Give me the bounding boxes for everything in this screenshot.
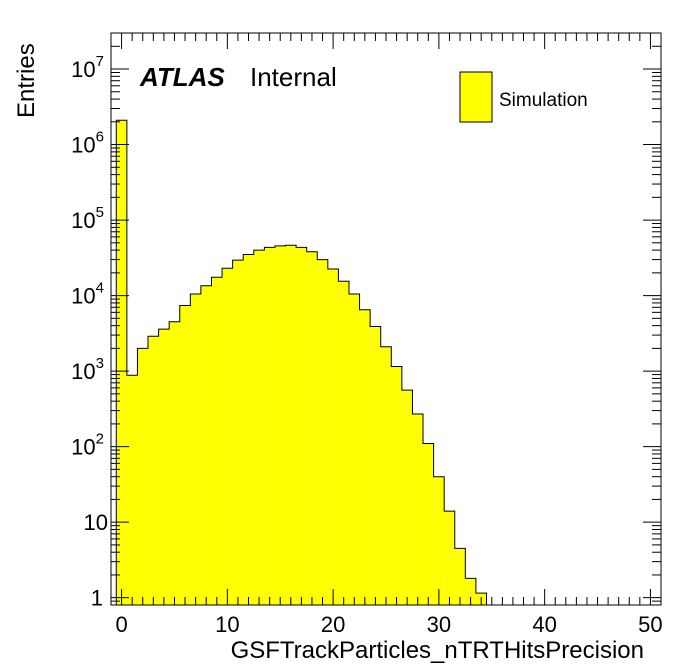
x-tick-label: 30 (427, 612, 451, 637)
histogram-bar (391, 366, 402, 605)
histogram-bar (243, 254, 254, 605)
y-axis-label: Entries (13, 43, 40, 118)
histogram-bar (264, 247, 275, 605)
histogram-bars (116, 120, 487, 606)
histogram-bar (274, 245, 286, 605)
x-tick-label: 0 (115, 612, 127, 637)
histogram-bar (232, 260, 244, 605)
histogram-bar (200, 285, 212, 605)
histogram-bar (253, 250, 265, 605)
histogram-bar (423, 443, 434, 605)
histogram-bar (327, 268, 339, 605)
x-tick-label: 50 (638, 612, 662, 637)
histogram-bar (348, 293, 360, 605)
histogram-bar (211, 277, 223, 605)
histogram-bar (370, 326, 381, 605)
histogram-bar (306, 251, 318, 606)
histogram-bar (137, 348, 149, 605)
y-tick-label: 10 (84, 510, 108, 535)
histogram-bar (285, 245, 297, 605)
histogram-outline (115, 119, 487, 605)
histogram-bar (465, 578, 476, 605)
histogram-bar (444, 511, 455, 605)
histogram-bar (454, 548, 466, 605)
y-tick-label: 106 (71, 129, 104, 158)
y-tick-label: 1 (91, 586, 103, 611)
atlas-label: ATLAS (139, 62, 225, 92)
histogram-bar (412, 414, 424, 605)
atlas-internal-label: Internal (250, 62, 337, 92)
histogram-bar (116, 120, 127, 605)
y-tick-label: 104 (71, 280, 104, 309)
histogram-bar (433, 476, 445, 605)
histogram-bar (158, 329, 170, 605)
y-tick-labels: 1 10 102 103 104 105 106 107 (71, 53, 108, 611)
histogram-bar (359, 309, 371, 605)
histogram-bar (380, 346, 392, 605)
legend-swatch (459, 71, 493, 123)
histogram-bar (148, 336, 159, 605)
y-tick-label: 107 (71, 53, 104, 82)
histogram-bar (126, 375, 138, 605)
histogram-bar (179, 305, 191, 605)
legend-label-simulation: Simulation (499, 90, 588, 111)
x-tick-labels: 0 10 20 30 40 50 (115, 612, 662, 637)
axis-ticks (111, 32, 662, 606)
histogram-bar (169, 321, 180, 605)
histogram-bar (222, 268, 233, 605)
histogram-bar (317, 259, 328, 605)
histogram-bar (190, 293, 201, 605)
x-axis-label: GSFTrackParticles_nTRTHitsPrecision (231, 637, 644, 664)
histogram-bar (296, 247, 307, 605)
x-tick-label: 40 (532, 612, 556, 637)
y-tick-label: 105 (71, 204, 104, 233)
x-tick-label: 20 (321, 612, 345, 637)
y-tick-label: 103 (71, 355, 104, 384)
x-tick-label: 10 (215, 612, 239, 637)
histogram-bar (338, 281, 349, 605)
histogram-bar (401, 390, 413, 605)
y-tick-label: 102 (71, 431, 104, 460)
